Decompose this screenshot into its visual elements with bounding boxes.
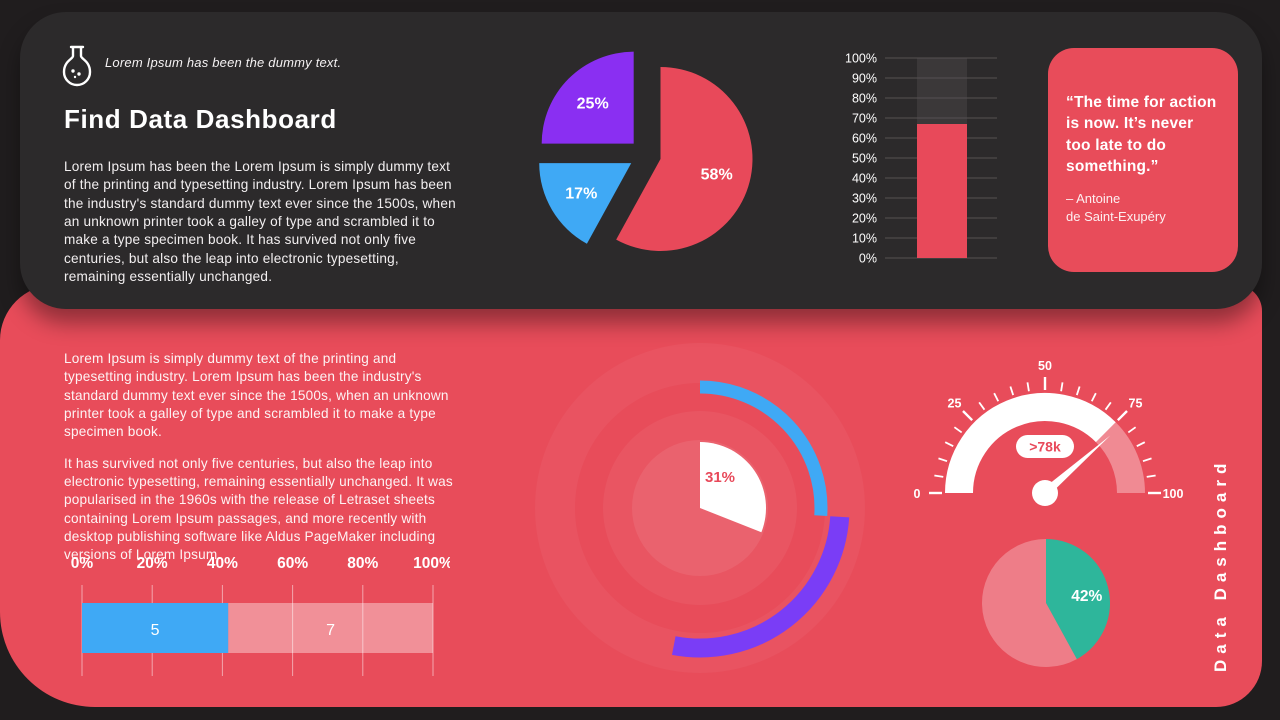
pie-chart: 42%: [982, 539, 1110, 667]
svg-text:90%: 90%: [852, 72, 877, 86]
svg-text:0%: 0%: [859, 252, 877, 266]
svg-text:60%: 60%: [852, 132, 877, 146]
page-title: Find Data Dashboard: [64, 104, 337, 134]
svg-text:31%: 31%: [705, 469, 735, 486]
svg-text:30%: 30%: [852, 192, 877, 206]
radial-progress-chart: 31%: [535, 343, 865, 673]
svg-text:58%: 58%: [701, 166, 733, 183]
svg-text:100%: 100%: [845, 52, 877, 66]
exploded-pie-chart: 58% 17% 25%: [539, 51, 753, 251]
svg-text:75: 75: [1129, 396, 1143, 410]
quote-card: “The time for action is now. It’s never …: [1048, 48, 1238, 272]
side-label: Data Dashboard: [1211, 457, 1230, 673]
svg-text:0%: 0%: [71, 555, 94, 572]
quote-author-surname: de Saint-Exupéry: [1066, 208, 1166, 224]
body-paragraph-1: Lorem Ipsum is simply dummy text of the …: [64, 351, 449, 440]
quote-author: – Antoine de Saint-Exupéry: [1066, 190, 1221, 226]
intro-paragraph: Lorem Ipsum has been the Lorem Ipsum is …: [64, 159, 456, 285]
svg-text:17%: 17%: [565, 186, 597, 203]
quote-text: “The time for action is now. It’s never …: [1066, 94, 1217, 176]
svg-text:40%: 40%: [207, 555, 238, 572]
body-paragraph-2: It has survived not only five centuries,…: [64, 455, 453, 563]
svg-text:100%: 100%: [413, 555, 450, 572]
svg-text:70%: 70%: [852, 112, 877, 126]
svg-text:25%: 25%: [577, 96, 609, 113]
flask-icon: [62, 45, 92, 87]
quote-author-name: – Antoine: [1066, 190, 1121, 206]
body-text-block: Lorem Ipsum is simply dummy text of the …: [64, 350, 456, 578]
tagline: Lorem Ipsum has been the dummy text.: [105, 55, 342, 70]
percentage-column-chart: 0% 10% 20% 30% 40% 50% 60% 70% 80% 90% 100%: [845, 52, 997, 266]
gauge-chart: 0 25 50 75 100 >78k: [914, 359, 1184, 506]
svg-text:20%: 20%: [852, 212, 877, 226]
svg-text:40%: 40%: [852, 172, 877, 186]
svg-text:5: 5: [151, 622, 160, 639]
stacked-horizontal-bar-chart: 0% 20% 40% 60% 80% 100% 5 7: [71, 555, 450, 676]
svg-text:20%: 20%: [137, 555, 168, 572]
svg-text:25: 25: [948, 396, 962, 410]
svg-text:>78k: >78k: [1029, 439, 1061, 455]
svg-text:60%: 60%: [277, 555, 308, 572]
svg-text:80%: 80%: [852, 92, 877, 106]
svg-text:0: 0: [914, 487, 921, 501]
svg-text:50: 50: [1038, 359, 1052, 373]
svg-text:100: 100: [1163, 487, 1184, 501]
svg-text:42%: 42%: [1071, 588, 1102, 605]
svg-text:7: 7: [326, 622, 335, 639]
svg-text:80%: 80%: [347, 555, 378, 572]
svg-text:10%: 10%: [852, 232, 877, 246]
svg-text:50%: 50%: [852, 152, 877, 166]
